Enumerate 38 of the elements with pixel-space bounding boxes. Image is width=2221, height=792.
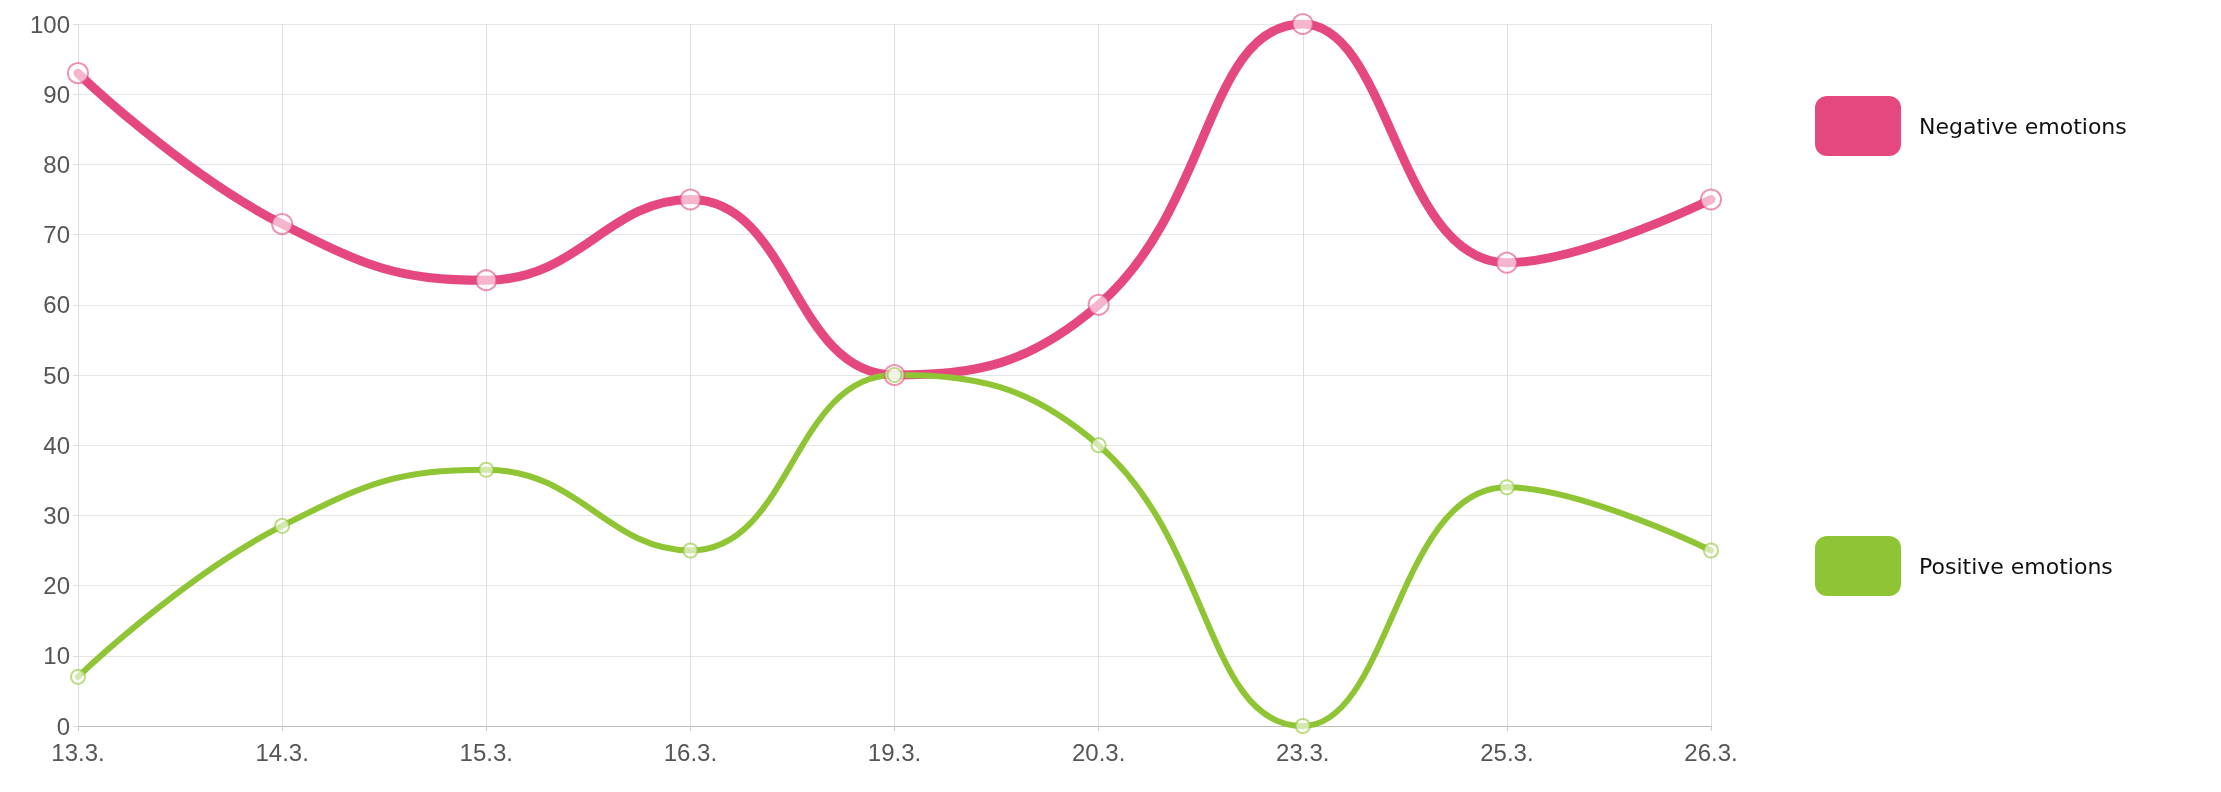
point <box>1291 13 1314 35</box>
point <box>478 461 495 478</box>
x-tick-label: 19.3. <box>867 738 922 766</box>
y-tick-label: 70 <box>43 221 70 249</box>
x-tick-label: 20.3. <box>1071 738 1126 766</box>
y-tick-label: 50 <box>43 361 70 389</box>
point <box>1090 437 1107 454</box>
y-tick-label: 90 <box>43 80 70 108</box>
x-tick-label: 13.3. <box>51 738 105 766</box>
point <box>682 542 699 559</box>
y-tick-label: 0 <box>56 712 70 740</box>
point <box>274 517 291 534</box>
y-tick-label: 10 <box>43 642 70 670</box>
point <box>67 62 89 85</box>
x-tick-label: 16.3. <box>663 738 718 766</box>
x-tick-label: 14.3. <box>255 738 309 766</box>
text: Positive emotions <box>1919 553 2113 579</box>
point <box>679 188 702 211</box>
point <box>1700 188 1722 211</box>
point <box>271 213 294 236</box>
y-tick-label: 80 <box>43 150 70 178</box>
point <box>1703 542 1719 559</box>
y-tick-label: 100 <box>29 10 70 38</box>
y-tick-label: 40 <box>43 431 70 459</box>
y-tick-label: 60 <box>43 291 70 319</box>
x-tick-label: 15.3. <box>459 738 513 766</box>
point <box>475 269 498 292</box>
x-tick-label: 25.3. <box>1480 738 1534 766</box>
point <box>70 668 86 685</box>
text: Negative emotions <box>1919 113 2127 139</box>
point <box>1087 293 1110 316</box>
point <box>1495 251 1518 274</box>
point <box>1294 718 1311 734</box>
point <box>1498 479 1515 496</box>
x-tick-label: 26.3. <box>1684 738 1738 766</box>
x-tick-label: 23.3. <box>1276 738 1330 766</box>
y-tick-label: 20 <box>43 572 70 600</box>
y-tick-label: 30 <box>43 501 70 529</box>
